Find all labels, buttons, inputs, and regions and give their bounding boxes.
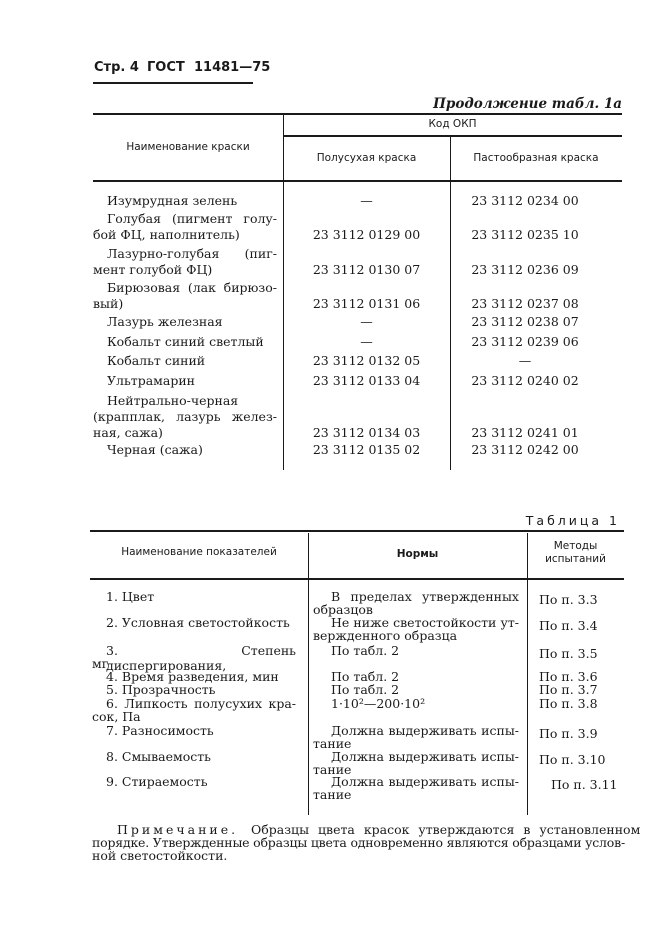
okp-code-paste: 23 3112 0236 09 [471,262,579,277]
okp-code-paste: 23 3112 0234 00 [471,193,579,208]
test-method: По п. 3.6 [539,669,598,684]
test-method: По п. 3.10 [539,752,606,767]
color-name: Изумрудная зелень [107,193,238,208]
header-method-2: испытаний [545,553,606,565]
rule [93,113,622,115]
indicator-name: 8. Смываемость [106,749,211,764]
test-method: По п. 3.5 [539,646,598,661]
color-name: Голубая (пигмент голу- [107,211,277,226]
norm-value: тание [313,736,352,751]
okp-code-semi: 23 3112 0135 02 [312,442,421,457]
okp-code-paste: 23 3112 0238 07 [471,314,579,329]
okp-code-semi: — [360,193,373,208]
norm-value: вержденного образца [313,628,458,643]
table-caption: Таблица 1 [525,513,620,528]
indicator-name: 2. Условная светостойкость [106,615,290,630]
norm-value: тание [313,762,352,777]
test-method: По п. 3.11 [551,777,618,792]
okp-code-paste: 23 3112 0240 02 [471,373,579,388]
norm-value: 1·10²—200·10² [331,696,426,711]
header-name: Наименование показателей [121,546,277,558]
indicator-name: 6. Липкость полусухих кра- [106,696,296,711]
column-divider [308,533,310,815]
norm-value: По табл. 2 [331,643,400,658]
indicator-name: 9. Стираемость [106,774,208,789]
norm-value: Должна выдерживать испы- [331,723,519,738]
page-number: Стр. 4 [94,60,139,75]
okp-code-semi: 23 3112 0134 03 [312,425,421,440]
okp-code-paste: — [518,353,532,368]
norm-value: Не ниже светостойкости ут- [331,615,519,630]
color-name: Кобальт синий светлый [107,334,264,349]
note-line: порядке. Утвержденные образцы цвета одно… [92,835,625,850]
test-method: По п. 3.9 [539,726,598,741]
rule [90,578,624,580]
norm-value: По табл. 2 [331,669,400,684]
column-divider [527,533,529,815]
okp-code-paste: 23 3112 0241 01 [471,425,579,440]
color-name: ная, сажа) [93,425,163,440]
okp-code-semi: 23 3112 0129 00 [312,227,421,242]
color-name: Ультрамарин [107,373,195,388]
color-name: Черная (сажа) [107,442,203,457]
color-name: Нейтрально-черная [107,393,239,408]
test-method: По п. 3.7 [539,682,598,697]
test-method: По п. 3.4 [539,618,598,633]
header-semi: Полусухая краска [316,152,417,164]
indicator-name: 7. Разносимость [106,723,214,738]
norm-value: По табл. 2 [331,682,400,697]
rule [283,135,622,137]
header-paste: Пастообразная краска [473,152,599,164]
table-caption: Продолжение табл. 1а [433,96,622,112]
column-divider [283,113,285,470]
okp-code-semi: — [360,314,373,329]
norm-value: тание [313,787,352,802]
indicator-name: мг [92,656,109,671]
rule [93,180,622,182]
header-rule [93,82,253,84]
okp-code-paste: 23 3112 0235 10 [471,227,579,242]
test-method: По п. 3.8 [539,696,598,711]
norm-value: Должна выдерживать испы- [331,774,519,789]
color-name: Кобальт синий [107,353,206,368]
norm-value: образцов [313,602,373,617]
color-name: Бирюзовая (лак бирюзо- [107,280,277,295]
test-method: По п. 3.3 [539,592,598,607]
norm-value: Должна выдерживать испы- [331,749,519,764]
okp-code-semi: — [360,334,373,349]
header-group: Код ОКП [428,118,477,130]
standard-number: 11481—75 [194,60,271,75]
color-name: вый) [93,296,124,311]
note-line: ной светостойкости. [92,848,228,863]
norm-value: В пределах утвержденных [331,589,519,604]
okp-code-paste: 23 3112 0239 06 [471,334,579,349]
header-name: Наименование краски [126,141,250,153]
okp-code-semi: 23 3112 0132 05 [312,353,421,368]
indicator-name: 5. Прозрачность [106,682,216,697]
indicator-name: 1. Цвет [106,589,155,604]
color-name: (крапплак, лазурь желез- [93,409,277,424]
okp-code-paste: 23 3112 0242 00 [471,442,579,457]
color-name: Лазурно-голубая (пиг- [107,246,277,261]
okp-code-semi: 23 3112 0130 07 [312,262,421,277]
okp-code-semi: 23 3112 0133 04 [312,373,421,388]
rule [90,530,624,532]
note-line: Образцы цвета красок утверждаются в уста… [251,822,641,837]
standard-label: ГОСТ [147,60,185,75]
indicator-name: сок, Па [92,709,141,724]
header-method-1: Методы [553,540,598,552]
color-name: мент голубой ФЦ) [93,262,213,277]
color-name: Лазурь железная [107,314,223,329]
okp-code-semi: 23 3112 0131 06 [312,296,421,311]
color-name: бой ФЦ, наполнитель) [93,227,240,242]
header-norm: Нормы [396,548,439,560]
note-label: Примечание. [117,822,239,837]
indicator-name: 3. Степень диспергирования, [106,643,296,673]
column-divider [450,135,452,470]
okp-code-paste: 23 3112 0237 08 [471,296,579,311]
indicator-name: 4. Время разведения, мин [106,669,279,684]
